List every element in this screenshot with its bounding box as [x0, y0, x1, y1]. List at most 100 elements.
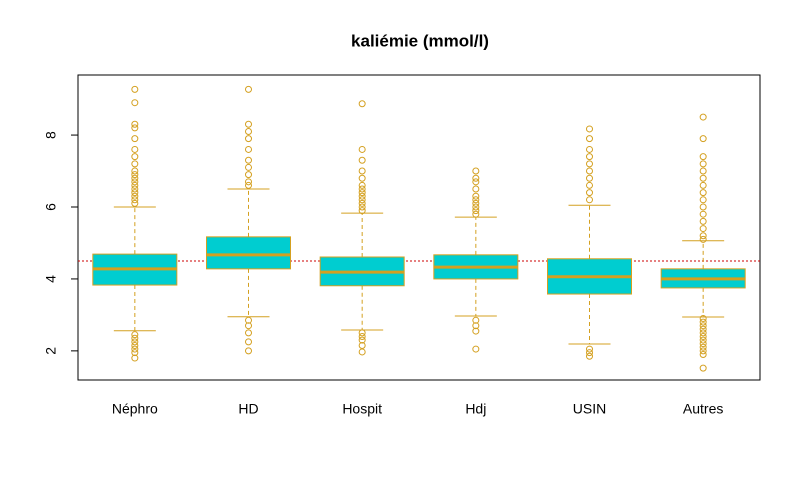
- outlier: [245, 156, 252, 164]
- outlier: [131, 135, 139, 143]
- outlier: [245, 181, 252, 189]
- outlier: [586, 160, 593, 168]
- outlier: [245, 322, 252, 330]
- outlier: [699, 235, 707, 243]
- outlier: [699, 160, 707, 168]
- outlier: [131, 181, 139, 189]
- outlier: [472, 192, 480, 200]
- outlier: [131, 189, 139, 197]
- plot-frame: [77, 74, 761, 381]
- outlier: [358, 100, 366, 108]
- outlier: [131, 167, 139, 175]
- outlier: [245, 347, 252, 355]
- outlier: [699, 314, 707, 322]
- outlier: [586, 352, 593, 360]
- outlier: [245, 163, 252, 171]
- outlier: [699, 350, 707, 358]
- outlier: [472, 174, 480, 182]
- outlier: [699, 217, 707, 225]
- outlier: [472, 322, 480, 330]
- outlier: [472, 327, 480, 335]
- outlier: [358, 332, 366, 340]
- outlier: [131, 354, 139, 362]
- outlier: [699, 135, 707, 143]
- outlier: [358, 199, 366, 207]
- outlier: [131, 174, 139, 182]
- outlier: [358, 167, 366, 175]
- outlier: [358, 329, 366, 337]
- outlier: [586, 345, 593, 353]
- outlier: [131, 160, 139, 168]
- outlier: [699, 332, 707, 340]
- outlier: [245, 171, 252, 179]
- outlier: [131, 124, 139, 132]
- outlier: [358, 181, 366, 189]
- outlier: [472, 178, 480, 186]
- outlier: [699, 189, 707, 197]
- outlier: [131, 185, 139, 193]
- outlier: [131, 153, 139, 161]
- outlier: [699, 336, 707, 344]
- outlier: [358, 189, 366, 197]
- outlier: [131, 99, 139, 107]
- outlier: [472, 185, 480, 193]
- outlier: [245, 316, 252, 324]
- outlier: [472, 196, 480, 204]
- outlier: [245, 338, 252, 346]
- outlier: [699, 113, 707, 121]
- outlier: [131, 331, 139, 339]
- outlier: [586, 145, 593, 153]
- outlier: [358, 203, 366, 211]
- outlier: [699, 210, 707, 218]
- outlier: [586, 196, 593, 204]
- outlier: [245, 178, 252, 186]
- outlier: [131, 145, 139, 153]
- outlier: [699, 340, 707, 348]
- outlier: [699, 322, 707, 330]
- outlier: [586, 174, 593, 182]
- outlier: [586, 181, 593, 189]
- outlier: [586, 167, 593, 175]
- y-tick-label: 6: [43, 203, 59, 211]
- y-tick-label: 8: [43, 131, 59, 139]
- outlier: [131, 341, 139, 349]
- outlier: [245, 120, 252, 128]
- outlier: [472, 199, 480, 207]
- outlier: [699, 364, 707, 372]
- outlier: [131, 171, 139, 179]
- outlier: [586, 189, 593, 197]
- outlier: [472, 345, 480, 353]
- outlier: [699, 174, 707, 182]
- x-tick-label: Hospit: [342, 401, 382, 417]
- outlier: [472, 203, 480, 211]
- outlier: [131, 345, 139, 353]
- outlier: [245, 127, 252, 135]
- outlier: [131, 120, 139, 128]
- outlier: [586, 135, 593, 143]
- outlier: [472, 207, 480, 215]
- outlier: [699, 167, 707, 175]
- outlier: [699, 318, 707, 326]
- x-tick-label: HD: [238, 401, 258, 417]
- outlier: [472, 210, 480, 218]
- outlier: [245, 135, 252, 143]
- outlier: [699, 153, 707, 161]
- outlier: [131, 178, 139, 186]
- y-tick-label: 4: [43, 275, 59, 283]
- outlier: [472, 316, 480, 324]
- outlier: [699, 203, 707, 211]
- outlier: [358, 348, 366, 356]
- outlier: [358, 192, 366, 200]
- outlier: [699, 225, 707, 233]
- outlier: [586, 153, 593, 161]
- outlier: [699, 196, 707, 204]
- outlier: [586, 349, 593, 357]
- outlier: [699, 325, 707, 333]
- outlier: [358, 156, 366, 164]
- outlier: [699, 181, 707, 189]
- y-tick-label: 2: [43, 347, 59, 355]
- outlier: [699, 343, 707, 351]
- outlier: [245, 145, 252, 153]
- outlier: [358, 207, 366, 215]
